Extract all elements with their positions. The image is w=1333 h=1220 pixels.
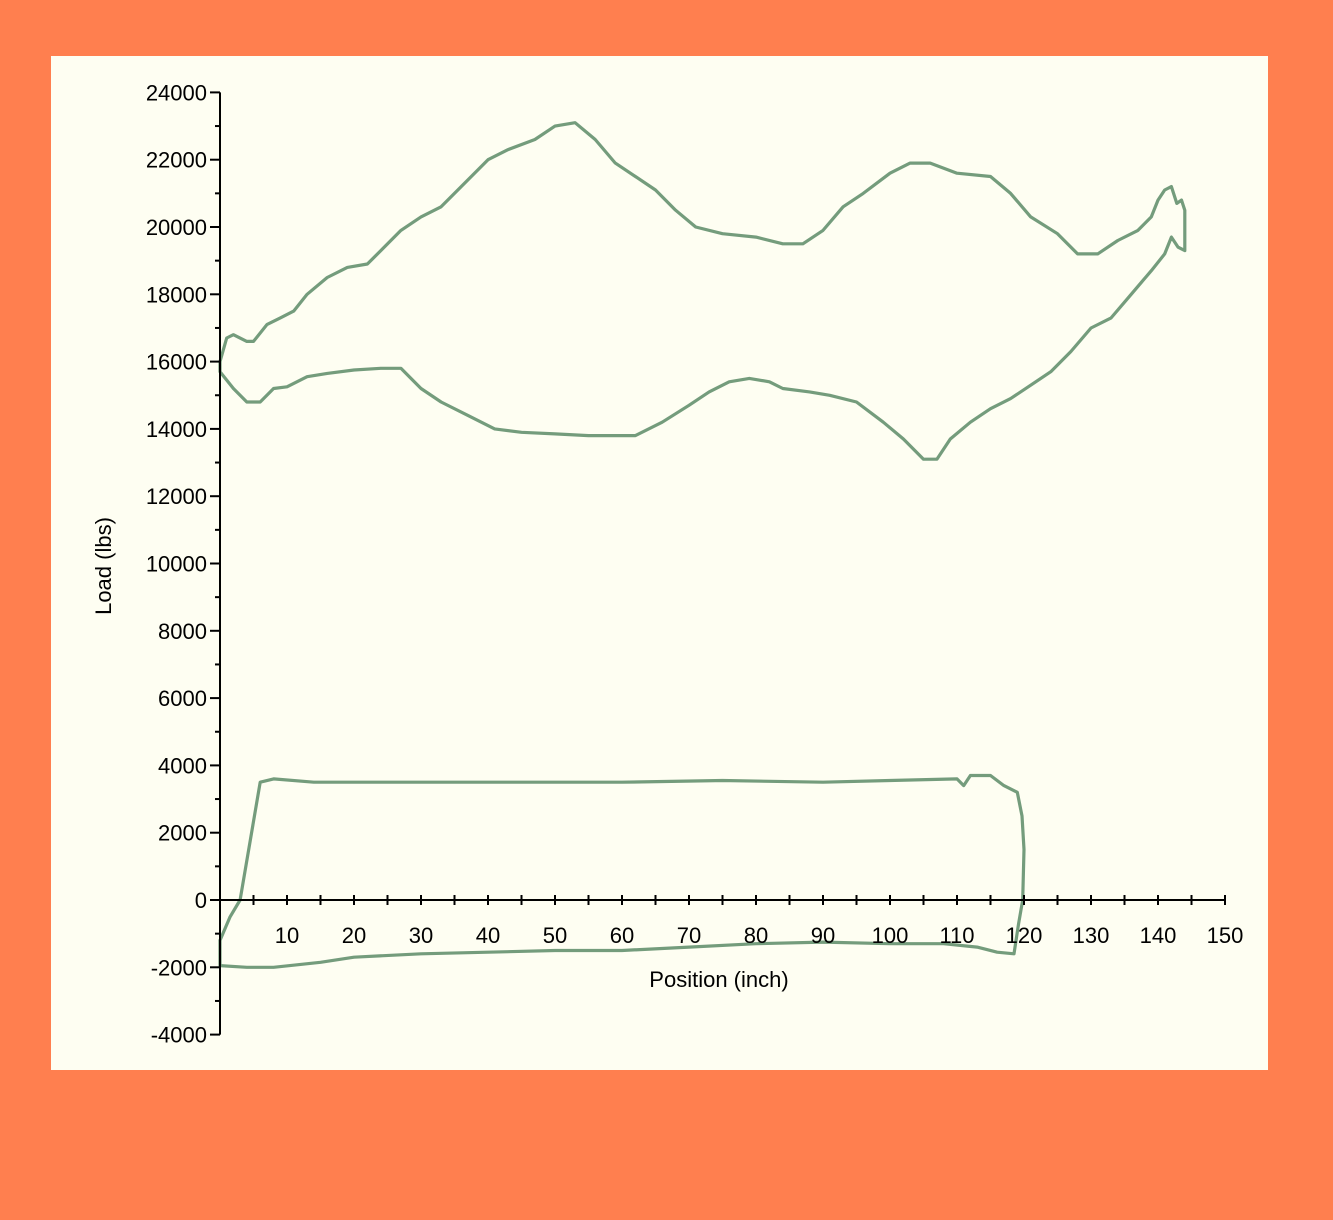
y-tick-label: 10000 xyxy=(146,552,207,577)
x-tick-label: 30 xyxy=(409,923,433,948)
x-tick-label: 10 xyxy=(275,923,299,948)
y-tick-label: 22000 xyxy=(146,148,207,173)
y-tick-label: 2000 xyxy=(158,821,207,846)
y-tick-label: 8000 xyxy=(158,619,207,644)
y-tick-label: 20000 xyxy=(146,215,207,240)
series-line-2 xyxy=(218,773,1026,969)
x-tick-label: 70 xyxy=(677,923,701,948)
series-group xyxy=(218,121,1187,969)
y-tick-label: 12000 xyxy=(146,484,207,509)
y-tick-label: 18000 xyxy=(146,282,207,307)
chart-panel: 24000 22000 20000 18000 16000 14000 12000 10000… xyxy=(51,56,1268,1070)
x-tick-label: 120 xyxy=(1006,923,1043,948)
load-position-chart: 2400022000200001800016000140001200010000… xyxy=(91,80,1244,1047)
x-tick-label: 150 xyxy=(1207,923,1244,948)
y-tick-label: -4000 xyxy=(151,1023,207,1048)
y-tick-label: 0 xyxy=(195,888,207,913)
y-tick-label: 14000 xyxy=(146,417,207,442)
series-line-1 xyxy=(218,121,1187,461)
x-tick-label: 60 xyxy=(610,923,634,948)
x-tick-label: 40 xyxy=(476,923,500,948)
x-tick-label: 130 xyxy=(1073,923,1110,948)
y-tick-label: 16000 xyxy=(146,350,207,375)
x-tick-label: 80 xyxy=(744,923,768,948)
x-tick-label: 110 xyxy=(939,923,974,948)
y-tick-label: 24000 xyxy=(146,80,207,105)
y-tick-label: 6000 xyxy=(158,686,207,711)
x-tick-label: 100 xyxy=(872,923,909,948)
x-tick-label: 90 xyxy=(811,923,835,948)
y-tick-label: 4000 xyxy=(158,753,207,778)
axes-group: 2400022000200001800016000140001200010000… xyxy=(146,80,1244,1047)
x-tick-label: 50 xyxy=(543,923,567,948)
x-tick-label: 140 xyxy=(1140,923,1177,948)
x-tick-label: 20 xyxy=(342,923,366,948)
y-tick-label: -2000 xyxy=(151,955,207,980)
y-axis-title: Load (lbs) xyxy=(91,517,116,615)
x-axis-title: Position (inch) xyxy=(649,967,788,992)
